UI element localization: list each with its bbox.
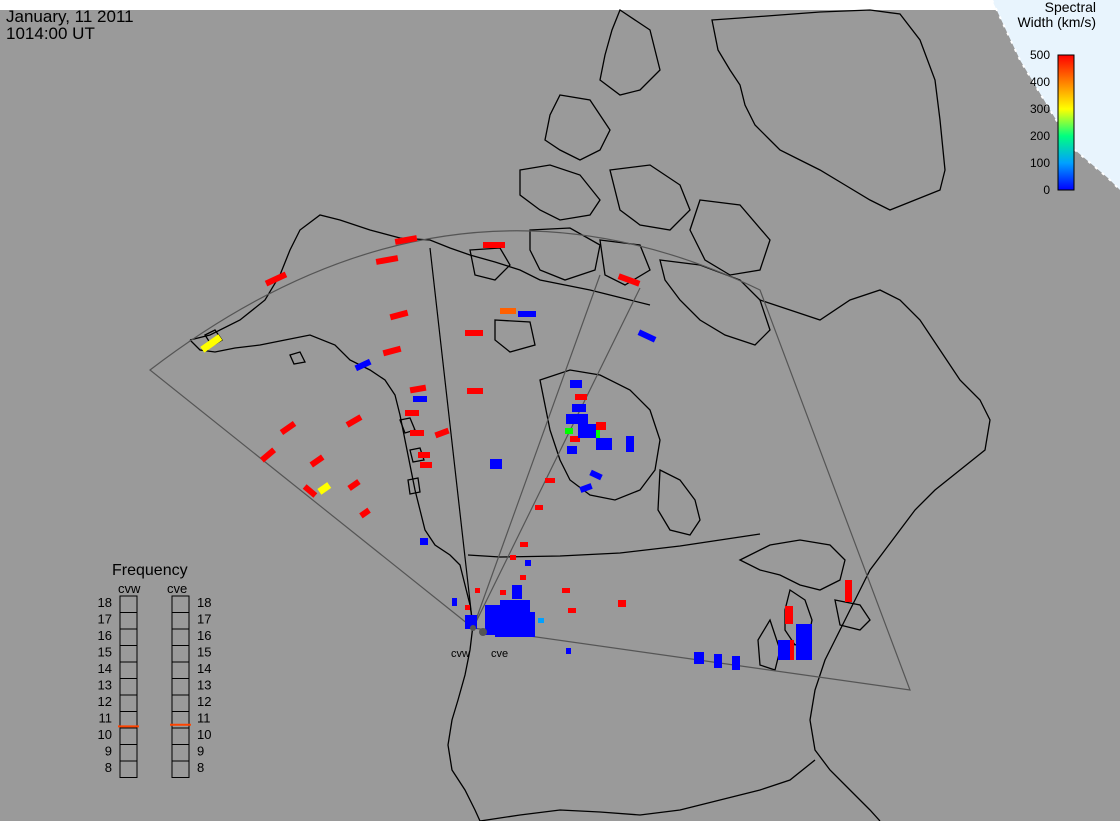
frequency-east-header: cve xyxy=(167,581,187,596)
radar-fov xyxy=(149,230,911,691)
frequency-level-label: 18 xyxy=(197,595,211,610)
colorbar-ticks: 500 400 300 200 100 0 xyxy=(1030,48,1050,197)
frequency-level-label: 8 xyxy=(197,760,204,775)
daylight-region xyxy=(992,0,1120,190)
station-west-label: cvw xyxy=(451,648,470,660)
frequency-level-label: 11 xyxy=(197,711,211,726)
frequency-level-label: 8 xyxy=(105,760,112,775)
frequency-level-label: 16 xyxy=(197,628,211,643)
frequency-west-header: cvw xyxy=(118,581,141,596)
colorbar xyxy=(1057,54,1075,191)
cvw-beam-line xyxy=(429,247,474,629)
timestamp-block: January, 11 2011 1014:00 UT xyxy=(6,8,134,42)
colorbar-title: Spectral Width (km/s) xyxy=(976,0,1096,30)
frequency-level-label: 9 xyxy=(105,744,112,759)
cvw-site-marker xyxy=(470,625,476,631)
terminator-line xyxy=(991,0,1120,191)
frequency-level-label: 16 xyxy=(98,628,112,643)
frequency-panel: Frequency cvw cve 1817161514131211109818… xyxy=(98,562,211,778)
frequency-level-label: 10 xyxy=(197,727,211,742)
frequency-level-label: 15 xyxy=(197,645,211,660)
colorbar-title-line1: Spectral xyxy=(1044,0,1096,15)
time-label: 1014:00 UT xyxy=(6,24,95,43)
colorbar-tick-label: 400 xyxy=(1030,75,1050,89)
colorbar-tick-label: 0 xyxy=(1043,183,1050,197)
frequency-level-label: 12 xyxy=(197,694,211,709)
frequency-level-label: 14 xyxy=(98,661,112,676)
frequency-level-label: 18 xyxy=(98,595,112,610)
frequency-level-label: 9 xyxy=(197,744,204,759)
frequency-level-label: 10 xyxy=(98,727,112,742)
map-background xyxy=(0,10,1120,821)
frequency-level-label: 13 xyxy=(98,678,112,693)
colorbar-tick-label: 500 xyxy=(1030,48,1050,62)
colorbar-tick-label: 300 xyxy=(1030,102,1050,116)
border-line xyxy=(467,533,761,558)
colorbar-tick-label: 100 xyxy=(1030,156,1050,170)
frequency-level-label: 17 xyxy=(197,612,211,627)
cve-site-marker xyxy=(479,628,487,636)
frequency-level-label: 17 xyxy=(98,612,112,627)
frequency-cell xyxy=(171,760,190,778)
colorbar-tick-label: 200 xyxy=(1030,129,1050,143)
frequency-level-label: 13 xyxy=(197,678,211,693)
frequency-level-label: 15 xyxy=(98,645,112,660)
colorbar-title-line2: Width (km/s) xyxy=(1017,14,1096,30)
frequency-level-label: 11 xyxy=(99,711,113,726)
frequency-level-label: 12 xyxy=(98,694,112,709)
frequency-title: Frequency xyxy=(112,562,188,579)
station-east-label: cve xyxy=(491,648,508,660)
frequency-level-label: 14 xyxy=(197,661,211,676)
radar-cells xyxy=(200,235,852,670)
frequency-cell xyxy=(119,760,138,778)
date-label: January, 11 2011 xyxy=(6,7,134,26)
